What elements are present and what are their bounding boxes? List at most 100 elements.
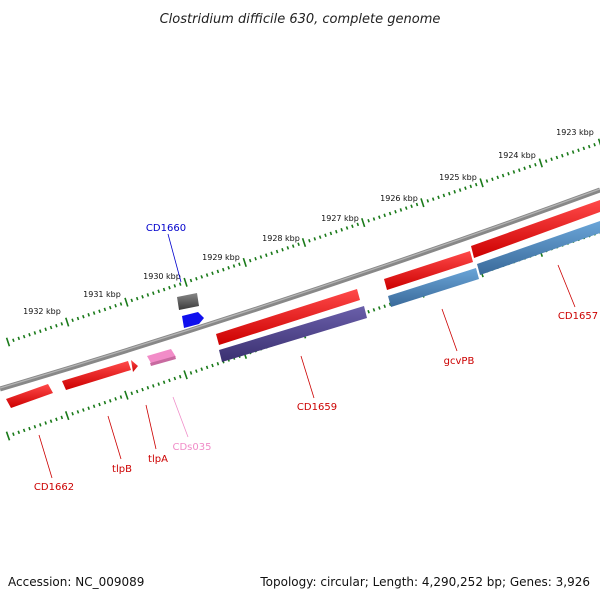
upper-tick [491, 177, 494, 181]
lower-tick [205, 365, 209, 370]
gene-cd1659-red[interactable] [216, 289, 360, 345]
topology-text: Topology: circular; Length: 4,290,252 bp… [259, 575, 590, 589]
leader-cds035 [172, 396, 189, 438]
upper-tick [141, 295, 144, 299]
upper-tick [448, 191, 451, 196]
lower-tick [378, 306, 381, 310]
upper-tick [173, 284, 177, 288]
label-cd1657[interactable]: CD1657 [558, 311, 598, 322]
upper-tick [216, 269, 220, 274]
upper-tick [383, 213, 386, 218]
label-tlpb[interactable]: tlpB [112, 464, 132, 475]
upper-tick [507, 171, 510, 176]
upper-tick [577, 148, 580, 153]
accession-text: Accession: NC_009089 [8, 575, 144, 589]
label-gcvpb[interactable]: gcvPB [444, 356, 475, 367]
gene-cd1660-blue[interactable] [182, 312, 204, 328]
gene-tlpb[interactable] [62, 361, 131, 390]
upper-tick [238, 262, 241, 266]
upper-tick [538, 158, 543, 168]
lower-tick [183, 370, 188, 380]
lower-tick [200, 367, 204, 371]
upper-tick [108, 305, 112, 310]
upper-tick [44, 327, 47, 332]
upper-tick [92, 311, 96, 315]
label-tlpa[interactable]: tlpA [148, 454, 168, 465]
lower-tick [157, 382, 160, 386]
tick-label-1931: 1931 kbp [83, 290, 121, 299]
upper-tick [291, 244, 295, 248]
upper-tick-row [5, 138, 600, 347]
gene-cds035[interactable] [147, 349, 176, 366]
upper-tick [544, 159, 548, 163]
upper-tick [254, 257, 257, 261]
upper-tick [195, 276, 198, 281]
gene-tlpa[interactable] [131, 360, 138, 372]
upper-tick [464, 186, 467, 190]
upper-tick [248, 258, 252, 263]
upper-tick [420, 198, 425, 208]
upper-tick [114, 304, 117, 308]
upper-tick [205, 273, 209, 277]
label-cd1659[interactable]: CD1659 [297, 402, 337, 413]
upper-tick [157, 289, 160, 294]
lower-tick [114, 397, 117, 401]
upper-tick [404, 206, 408, 210]
upper-tick [501, 173, 505, 178]
lower-tick [168, 378, 171, 383]
upper-tick [361, 218, 366, 228]
lower-tick [55, 417, 58, 422]
lower-tick [28, 426, 31, 431]
lower-tick [87, 406, 90, 410]
upper-tick [566, 152, 569, 156]
upper-tick [528, 164, 532, 169]
upper-tick [211, 271, 214, 276]
upper-tick [103, 307, 107, 312]
upper-tick [297, 242, 300, 247]
lower-tick [367, 309, 370, 314]
gene-gcvpb[interactable] [388, 268, 479, 307]
upper-tick [474, 182, 478, 187]
gene-cd1657[interactable] [477, 221, 600, 275]
upper-tick [152, 291, 155, 295]
upper-tick [65, 317, 70, 327]
upper-tick [378, 215, 381, 219]
gene-cd1657-red[interactable] [471, 200, 600, 258]
upper-tick [345, 226, 349, 230]
lower-tick [98, 402, 101, 407]
upper-tick [469, 184, 473, 189]
lower-tick [64, 411, 70, 421]
label-cd1662[interactable]: CD1662 [34, 482, 74, 493]
lower-tick [178, 374, 182, 379]
tick-label-1925: 1925 kbp [439, 173, 477, 182]
upper-tick [281, 247, 284, 252]
leader-cd1659 [300, 355, 315, 399]
upper-tick [496, 175, 500, 180]
upper-tick [329, 231, 333, 236]
lower-tick [12, 432, 15, 436]
gene-gcvpa[interactable] [384, 251, 473, 290]
upper-tick [178, 282, 182, 286]
upper-tick [356, 222, 360, 227]
lower-tick [372, 308, 376, 312]
gene-cd1659[interactable] [219, 306, 367, 362]
leader-cd1657 [557, 264, 576, 308]
label-cd1660[interactable]: CD1660 [146, 223, 186, 234]
upper-tick [410, 204, 413, 209]
gene-cd1662[interactable] [6, 384, 53, 408]
lower-tick [189, 371, 193, 375]
gene-cd1660[interactable] [177, 293, 199, 310]
upper-tick [597, 138, 600, 146]
upper-tick [222, 267, 225, 272]
lower-tick [119, 395, 123, 399]
upper-tick [71, 318, 74, 323]
upper-tick [200, 275, 204, 279]
label-cds035[interactable]: CDs035 [173, 442, 212, 453]
tick-label-1930: 1930 kbp [143, 272, 181, 281]
lower-tick [60, 415, 64, 420]
upper-tick [98, 309, 101, 314]
genome-backbone-highlight [0, 188, 600, 389]
upper-tick [39, 329, 42, 333]
lower-tick [152, 384, 155, 388]
lower-tick [71, 411, 74, 416]
